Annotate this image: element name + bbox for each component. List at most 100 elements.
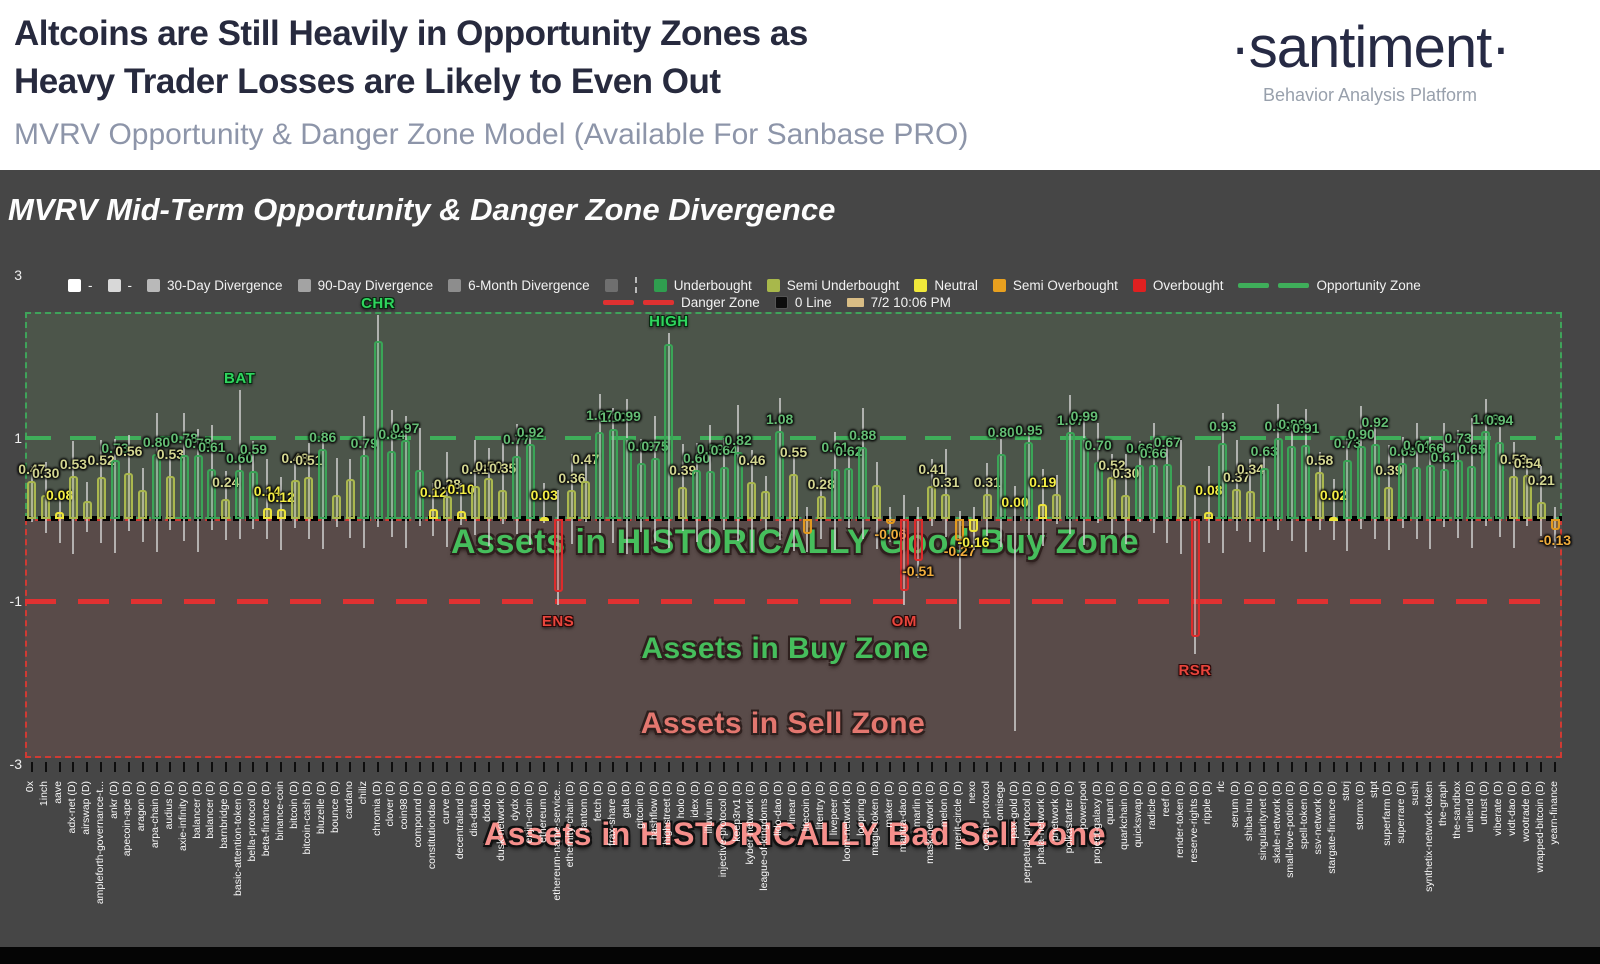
whisker-dusk-network-d (501, 442, 504, 524)
value-label-reef-d: 0.67 (1153, 434, 1181, 451)
whisker-audius-d (169, 451, 172, 531)
x-tick-ocean-protocol (986, 762, 989, 772)
legend-swatch-icon (914, 278, 928, 292)
legend-label: 90-Day Divergence (317, 277, 434, 293)
x-tick-sushi (1415, 762, 1418, 772)
x-label-unilend-d: unilend (D) (1464, 781, 1477, 833)
whisker-apecoin-ape-d (127, 434, 130, 532)
value-label-ripple-d: 0.08 (1195, 482, 1223, 499)
chart-legend-row2: Danger Zone 0 Line 7/2 10:06 PM (603, 295, 951, 310)
x-label-balancer-d: balancer (D) (190, 781, 203, 839)
x-label-bluzelle-d: bluzelle (D) (315, 781, 328, 835)
value-label-gitcoin-d: 0.69 (627, 437, 655, 454)
bar-basic-attention-token-d (235, 470, 245, 519)
value-label-kyber-network-d: 0.46 (738, 451, 766, 468)
x-label-project-galaxy-d: project-galaxy (D) (1090, 781, 1103, 864)
value-label-enjin-coin-d: 0.92 (516, 424, 545, 441)
value-label-constitutiondao-d: 0.12 (419, 484, 448, 501)
callout-HIGH: HIGH (649, 313, 689, 331)
whisker-skale-network-d (1277, 404, 1280, 531)
value-label-lido-dao-d: 1.08 (766, 410, 794, 427)
x-label-rlc: rlc (1215, 781, 1228, 793)
x-label-league-of-kingdoms-d: league-of-kingdoms (D) (758, 781, 771, 891)
value-label-omisego: 0.80 (987, 423, 1015, 440)
danger-zone-box (25, 519, 1562, 758)
whisker-loopring-d (861, 408, 864, 539)
x-label-barnbridge-d: barnbridge (D) (218, 781, 231, 849)
x-label-basic-attention-token-d: basic-attention-token (D) (232, 781, 245, 896)
value-label-maker-d: -0.06 (874, 525, 907, 542)
value-label-dusk-network-d: 0.35 (489, 460, 517, 477)
x-tick-airswap-d (86, 762, 89, 772)
value-label-ethernity-chain-d: 0.36 (558, 469, 586, 486)
x-label-decentraland-d: decentraland (D) (453, 781, 466, 860)
x-tick-livepeer-d (834, 762, 837, 772)
x-tick-cardano (349, 762, 352, 772)
whisker-mantra-dao-d (903, 494, 906, 605)
x-tick-stpt (1374, 762, 1377, 772)
x-label-aave: aave (52, 781, 65, 804)
bar-idex-d (692, 470, 702, 519)
value-label-fantom-d: 0.47 (572, 450, 600, 467)
whisker-kyber-network-d (750, 450, 753, 552)
value-label-wrapped-bitcoin-d: 0.21 (1527, 471, 1555, 488)
x-label-compound-d: compound (D) (412, 781, 425, 848)
x-tick-holo-d (681, 762, 684, 772)
x-tick-shiba-inu-d (1249, 762, 1252, 772)
bar-radicle-d (1149, 465, 1159, 519)
whisker-beta-finance-d (266, 459, 269, 540)
x-label-gala-d: gala (D) (619, 781, 632, 819)
x-label-coin98-d: coin98 (D) (398, 781, 411, 830)
whisker-the-sandbox (1457, 429, 1460, 538)
legend-label: Overbought (1152, 277, 1224, 293)
value-label-utrust-d: 1.08 (1472, 410, 1500, 427)
zone-text-sell: Assets in Sell Zone (640, 707, 926, 740)
x-label-loom-network-d: loom-network (D) (841, 781, 854, 862)
value-label-0x: 0.47 (18, 460, 46, 477)
bar-unilend-d (1467, 466, 1477, 519)
bar-polkastarter-d (1065, 431, 1075, 519)
mvrv-divergence-chart: MVRV Mid-Term Opportunity & Danger Zone … (0, 170, 1600, 947)
x-tick-unilend-d (1470, 762, 1473, 772)
x-tick-fantom-d (584, 762, 587, 772)
value-label-dydx-d: 0.77 (502, 431, 531, 448)
x-tick-ethereum-d (543, 762, 546, 772)
whisker-pax-gold-d (1014, 486, 1017, 731)
bar-storj (1342, 459, 1352, 519)
x-tick-dusk-network-d (501, 762, 504, 772)
x-tick-pnetwork-d (1055, 762, 1058, 772)
legend-item-6-month-divergence: 6-Month Divergence (448, 278, 590, 293)
value-label-bitcoin-d: 0.48 (281, 449, 309, 466)
x-label-enjin-coin-d: enjin-coin (D) (522, 781, 535, 844)
x-tick-ethernity-chain-d (570, 762, 573, 772)
whisker-ankr-d (114, 438, 116, 554)
x-tick-mantra-dao-d (903, 762, 906, 772)
whisker-quickswap-d (1138, 440, 1141, 523)
whisker-gala-d (626, 398, 629, 555)
x-label-adx-net-d: adx-net (D) (65, 781, 78, 834)
bar-magic-token-d (872, 484, 882, 519)
legend-dashes-icon (603, 300, 674, 305)
x-label-ocean-protocol: ocean-protocol (979, 781, 992, 851)
x-label-cardano: cardano (342, 781, 355, 819)
legend-swatch-icon (774, 296, 788, 309)
x-label-superrare-d: superrare (D) (1395, 781, 1408, 844)
value-label-dia-data-d: 0.41 (461, 460, 489, 477)
whisker-highstreet-d (667, 333, 670, 548)
bar-compound-d (415, 470, 425, 519)
bar-chromia-d (373, 341, 383, 519)
value-label-marlin-d: -0.51 (902, 562, 935, 579)
whisker-decentraland-d (460, 482, 463, 525)
x-label-curve-d: curve (D) (439, 781, 452, 825)
x-label-bella-protocol-d: bella-protocol (D) (245, 781, 258, 862)
whisker-maker-d (889, 506, 892, 542)
x-label-stargate-finance-d: stargate-finance (D) (1326, 781, 1339, 874)
bar-wrapped-bitcoin-d (1536, 501, 1546, 519)
x-tick-melon-d (944, 762, 947, 772)
x-label-magic-token-d: magic-token (D) (869, 781, 882, 856)
zone-text-good-buy: Assets in HISTORICALLY Good Buy Zone (450, 523, 1140, 561)
legend-swatch-icon (604, 278, 618, 292)
whisker-clover-d (390, 410, 393, 537)
bar-ethereum-d (539, 516, 549, 521)
whisker-ocean-protocol (986, 462, 989, 537)
